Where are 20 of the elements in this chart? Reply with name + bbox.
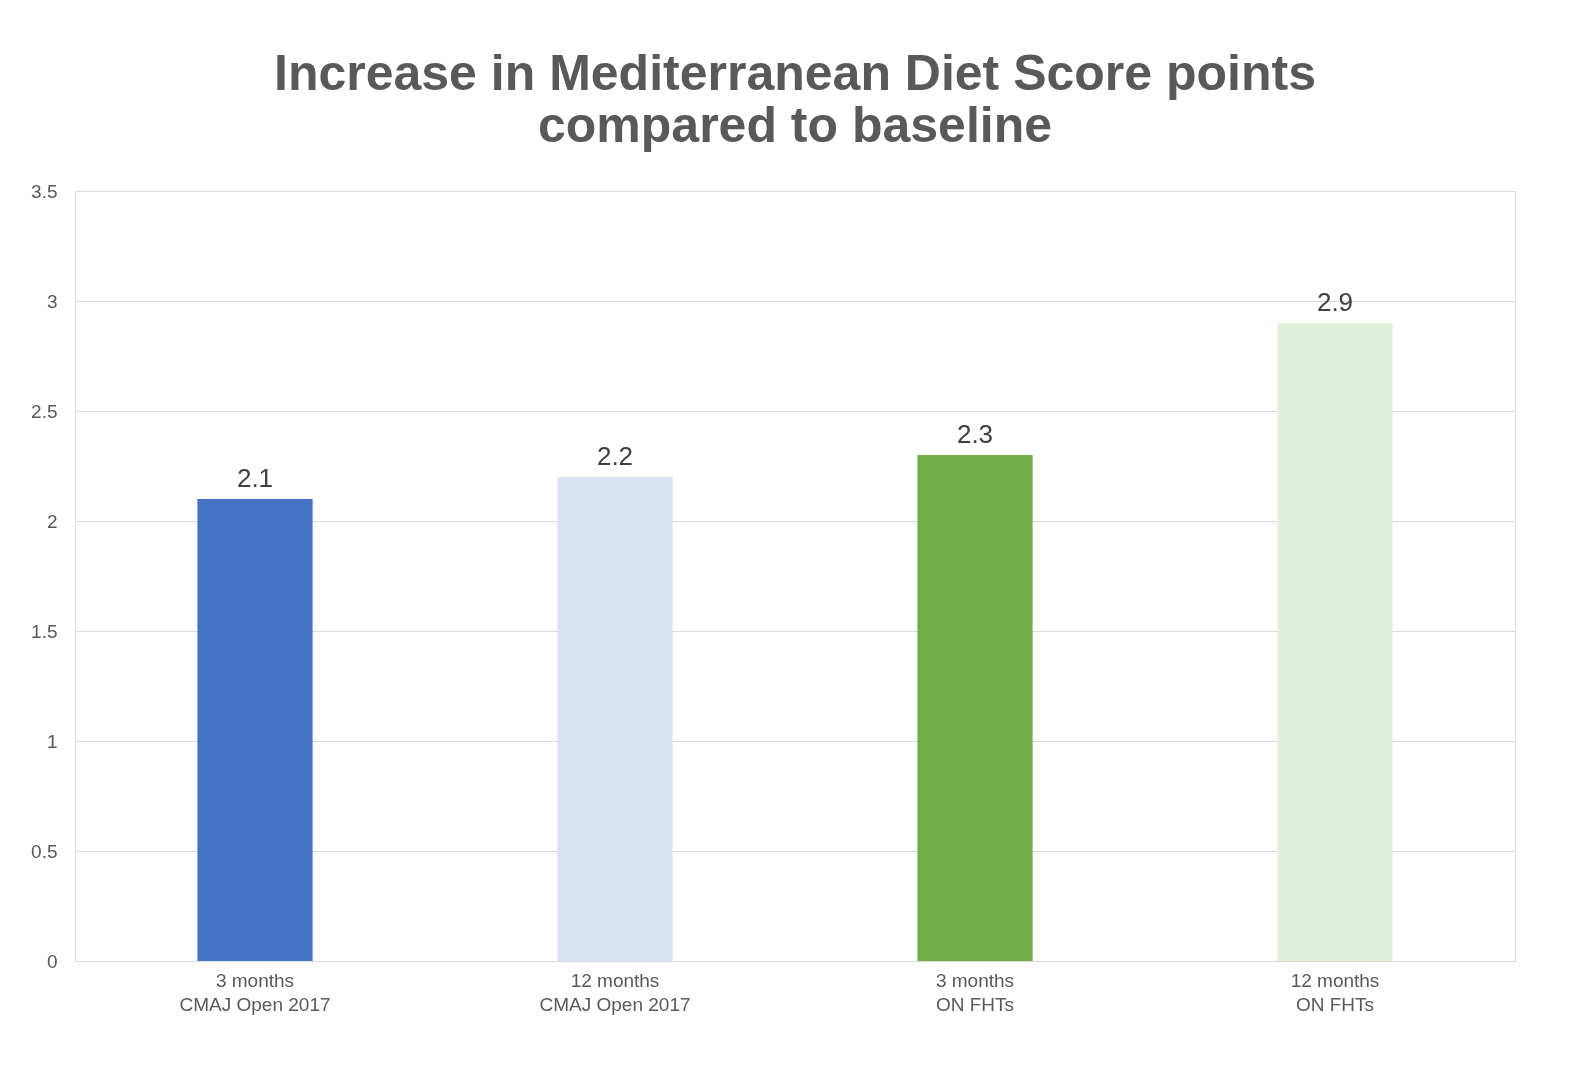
bar	[557, 477, 673, 961]
bar	[197, 499, 313, 961]
bar	[917, 455, 1033, 961]
data-label: 2.3	[956, 419, 994, 449]
y-tick-label: 2.5	[31, 400, 58, 422]
x-tick-label: 3 months ON FHTs	[935, 969, 1015, 1015]
y-tick-label: 3	[46, 290, 58, 312]
data-label: 2.2	[596, 441, 634, 471]
bar	[1277, 323, 1393, 961]
x-tick-label: 3 months CMAJ Open 2017	[179, 969, 331, 1015]
y-tick-label: 0.5	[31, 840, 58, 862]
y-tick-label: 2	[46, 510, 58, 532]
data-label: 2.9	[1316, 287, 1354, 317]
x-tick-label: 12 months CMAJ Open 2017	[539, 969, 691, 1015]
y-tick-label: 1.5	[31, 620, 58, 642]
y-tick-label: 0	[46, 950, 58, 972]
data-label: 2.1	[236, 463, 274, 493]
x-tick-label: 12 months ON FHTs	[1290, 969, 1380, 1015]
y-tick-label: 1	[46, 730, 58, 752]
y-tick-label: 3.5	[31, 180, 58, 202]
